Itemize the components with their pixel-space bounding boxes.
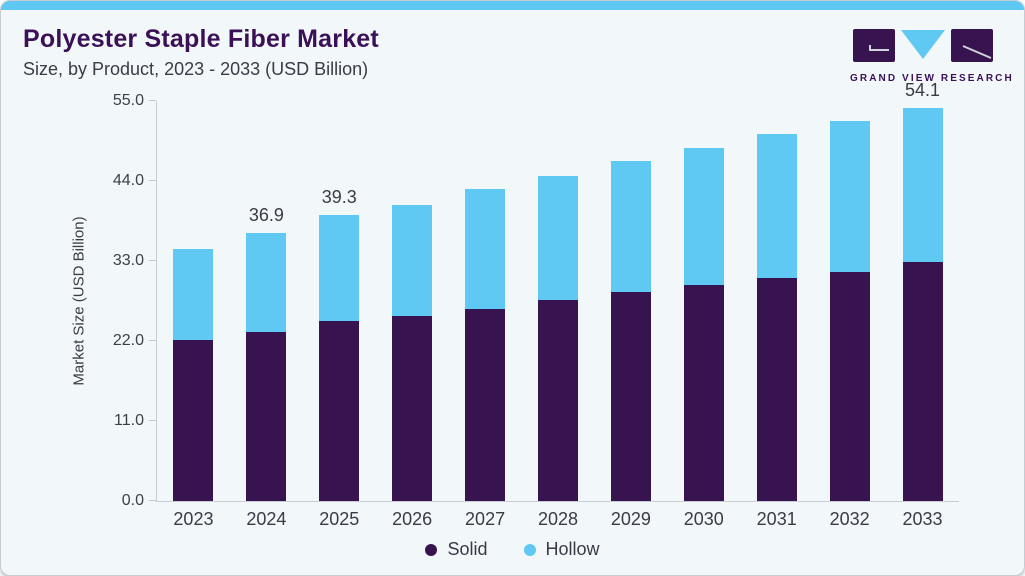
bar-group <box>449 101 522 501</box>
bar-group <box>667 101 740 501</box>
bar-segment-solid <box>465 309 506 501</box>
bar-stack <box>392 205 433 501</box>
y-tick-label: 0.0 <box>121 492 144 509</box>
bar-segment-solid <box>829 271 870 501</box>
legend-item-solid: Solid <box>425 539 488 560</box>
bars-area: 36.9 39.3 54.1 <box>157 80 959 501</box>
x-tick-label: 2025 <box>319 509 360 529</box>
gvr-logo: GRAND VIEW RESEARCH <box>850 27 1014 84</box>
bar-segment-hollow <box>683 147 724 285</box>
x-tick-label: 2031 <box>756 509 797 529</box>
logo-g-detail-icon <box>869 45 889 51</box>
y-tick-mark <box>149 100 156 101</box>
x-tick-label: 2033 <box>902 509 943 529</box>
bar-segment-solid <box>246 331 287 501</box>
bar-segment-solid <box>537 299 578 501</box>
bar-segment-solid <box>756 278 797 501</box>
bar-segment-hollow <box>319 215 360 321</box>
x-axis: 2023 2024 2025 2026 2027 2028 2029 2030 2031 2032… <box>157 509 959 530</box>
bar-stack <box>756 134 797 501</box>
bar-group <box>522 101 595 501</box>
bar-segment-solid <box>173 340 214 501</box>
bar-segment-hollow <box>902 107 943 263</box>
logo-v-triangle-icon <box>901 30 945 59</box>
bar-stack <box>610 160 651 501</box>
legend-item-hollow: Hollow <box>523 539 600 560</box>
card-top-accent-strip <box>1 1 1024 10</box>
y-tick-label: 44.0 <box>112 172 144 189</box>
y-tick-label: 33.0 <box>112 252 144 269</box>
bar-group: 54.1 <box>886 80 959 501</box>
stacked-bar-chart: 0.0 11.0 22.0 33.0 44.0 55.0 36.9 39.3 54.1 202… <box>113 80 959 529</box>
x-tick-label: 2032 <box>829 509 870 529</box>
bar-stack <box>537 175 578 501</box>
header: Polyester Staple Fiber Market Size, by P… <box>23 25 379 80</box>
y-tick-mark <box>149 420 156 421</box>
bar-value-label: 54.1 <box>904 79 941 100</box>
bar-segment-hollow <box>756 134 797 279</box>
bar-value-label: 36.9 <box>248 204 284 225</box>
gvr-logo-mark-icon <box>853 29 993 62</box>
bar-segment-solid <box>392 316 433 501</box>
bar-segment-hollow <box>465 189 506 309</box>
x-tick-label: 2029 <box>610 509 651 529</box>
y-tick-label: 22.0 <box>112 332 144 349</box>
legend: Solid Hollow <box>1 539 1024 560</box>
bar-group: 39.3 <box>303 101 376 501</box>
bar-group <box>813 101 886 501</box>
bar-stack <box>829 120 870 501</box>
bar-segment-hollow <box>392 205 433 317</box>
x-tick-label: 2027 <box>465 509 506 529</box>
y-tick-mark <box>149 340 156 341</box>
bar-group <box>740 101 813 501</box>
x-tick-label: 2023 <box>173 509 214 529</box>
bar-segment-hollow <box>610 160 651 293</box>
bar-group <box>376 101 449 501</box>
y-tick-mark <box>149 260 156 261</box>
bar-stack <box>246 232 287 501</box>
bar-stack <box>465 189 506 501</box>
bar-segment-hollow <box>173 248 214 341</box>
y-tick-label: 55.0 <box>112 92 144 109</box>
x-tick-label: 2024 <box>246 509 287 529</box>
bar-segment-hollow <box>537 175 578 300</box>
bar-segment-hollow <box>246 232 287 332</box>
bar-group: 36.9 <box>230 101 303 501</box>
bar-group <box>594 101 667 501</box>
legend-swatch-solid-icon <box>425 543 438 556</box>
x-tick-label: 2028 <box>537 509 578 529</box>
bar-stack <box>902 107 943 501</box>
legend-swatch-hollow-icon <box>523 543 536 556</box>
legend-label-solid: Solid <box>447 539 488 559</box>
bar-segment-hollow <box>829 120 870 272</box>
bar-value-label: 39.3 <box>321 187 357 208</box>
bar-stack <box>319 215 360 501</box>
logo-r-detail-icon <box>962 45 992 59</box>
y-axis-title: Market Size (USD Billion) <box>70 216 88 386</box>
logo-g-block-icon <box>853 29 895 62</box>
y-tick-label: 11.0 <box>114 412 144 429</box>
bar-group <box>157 101 230 501</box>
page-subtitle: Size, by Product, 2023 - 2033 (USD Billi… <box>23 59 369 79</box>
bar-segment-solid <box>319 320 360 501</box>
gvr-logo-text: GRAND VIEW RESEARCH <box>850 73 1014 84</box>
x-tick-label: 2030 <box>683 509 724 529</box>
bar-segment-solid <box>683 285 724 501</box>
bar-stack <box>173 248 214 501</box>
y-tick-mark <box>149 180 156 181</box>
bar-segment-solid <box>902 262 943 501</box>
bar-segment-solid <box>610 292 651 501</box>
y-tick-mark <box>149 500 156 501</box>
page-title: Polyester Staple Fiber Market <box>23 25 379 53</box>
x-tick-label: 2026 <box>392 509 433 529</box>
bar-stack <box>683 147 724 501</box>
legend-label-hollow: Hollow <box>545 539 600 559</box>
